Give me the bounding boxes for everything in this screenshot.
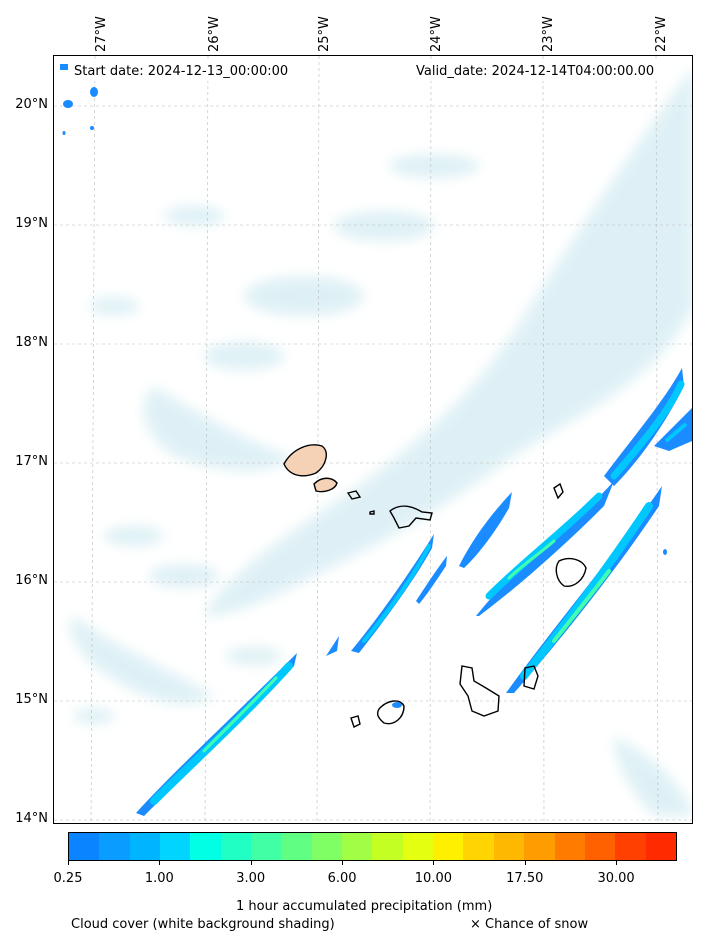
colorbar-cell (220, 833, 252, 860)
island-santa-luzia (346, 490, 362, 500)
colorbar-tick-label: 17.50 (506, 871, 544, 886)
lon-label-25w: 25°W (317, 16, 332, 52)
colorbar-cell (372, 833, 403, 860)
lon-label-22w: 22°W (654, 16, 669, 52)
colorbar-cell (129, 833, 161, 860)
island-brava (350, 715, 361, 728)
graticule (54, 56, 692, 823)
precip-band-central-2 (326, 556, 447, 656)
island-sal (553, 482, 564, 500)
snow-legend: × Chance of snow (470, 917, 589, 932)
colorbar-tick-mark (159, 861, 161, 865)
colorbar-title: 1 hour accumulated precipitation (mm) (236, 899, 493, 914)
precipitation-layer (60, 64, 692, 816)
colorbar-tick-label: 1.00 (144, 871, 174, 886)
islands-layer (283, 444, 587, 728)
island-fogo (376, 700, 405, 725)
colorbar-tick-mark (433, 861, 435, 865)
colorbar-cell (402, 833, 434, 860)
colorbar-cell (645, 833, 676, 860)
lon-label-26w: 26°W (207, 16, 222, 52)
colorbar-tick-label: 3.00 (236, 871, 266, 886)
colorbar-tick-label: 30.00 (597, 871, 635, 886)
colorbar-tick-mark (524, 861, 526, 865)
cloud-cover-legend: Cloud cover (white background shading) (71, 917, 335, 932)
lat-label-15n: 15°N (15, 692, 48, 707)
start-date-label: Start date: 2024-12-13_00:00:00 (70, 62, 293, 81)
colorbar-cell (311, 833, 343, 860)
island-sao-vicente (313, 477, 338, 493)
island-santo-antao (283, 444, 327, 477)
cloud-cover-layer (70, 68, 692, 816)
island-santiago (459, 665, 500, 717)
colorbar-cell (493, 833, 525, 860)
lat-label-16n: 16°N (15, 573, 48, 588)
colorbar-tick-label: 10.00 (414, 871, 452, 886)
island-ilheu-raso (369, 510, 375, 515)
precip-band-northeast (604, 368, 692, 486)
lon-label-24w: 24°W (429, 16, 444, 52)
island-sao-nicolau (389, 505, 433, 529)
lon-label-23w: 23°W (541, 16, 556, 52)
colorbar-cell (615, 833, 646, 860)
precip-band-east-2 (506, 486, 662, 693)
colorbar-tick-mark (68, 861, 69, 865)
map-canvas (54, 56, 692, 823)
lat-label-17n: 17°N (15, 454, 48, 469)
precip-band-southwest (136, 653, 297, 816)
precip-band-east-1 (476, 481, 614, 616)
colorbar-cell (524, 833, 555, 860)
colorbar-cell (342, 833, 373, 860)
colorbar-tick-mark (250, 861, 252, 865)
colorbar-cell (99, 833, 130, 860)
colorbar-cell (69, 833, 100, 860)
precip-colorbar (68, 832, 677, 861)
colorbar-tick-label: 6.00 (327, 871, 357, 886)
colorbar-cell (433, 833, 464, 860)
precip-band-central-1 (351, 534, 434, 653)
colorbar-tick-mark (616, 861, 618, 865)
precip-band-central-3 (459, 492, 512, 568)
colorbar-cell (281, 833, 312, 860)
colorbar-cell (463, 833, 494, 860)
colorbar-cell (251, 833, 282, 860)
lon-label-27w: 27°W (94, 16, 109, 52)
map-panel (53, 55, 693, 824)
colorbar-cell (584, 833, 616, 860)
colorbar-cell (160, 833, 191, 860)
precip-small-cells (60, 64, 667, 708)
island-maio (523, 665, 539, 690)
valid-date-label: Valid_date: 2024-12-14T04:00:00.00 (412, 62, 659, 81)
lat-label-14n: 14°N (15, 811, 48, 826)
lat-label-20n: 20°N (15, 97, 48, 112)
colorbar-tick-label: 0.25 (53, 871, 83, 886)
lat-label-18n: 18°N (15, 335, 48, 350)
lat-label-19n: 19°N (15, 216, 48, 231)
colorbar-cell (190, 833, 221, 860)
island-boa-vista (555, 557, 587, 587)
colorbar-tick-mark (342, 861, 344, 865)
colorbar-cell (554, 833, 585, 860)
